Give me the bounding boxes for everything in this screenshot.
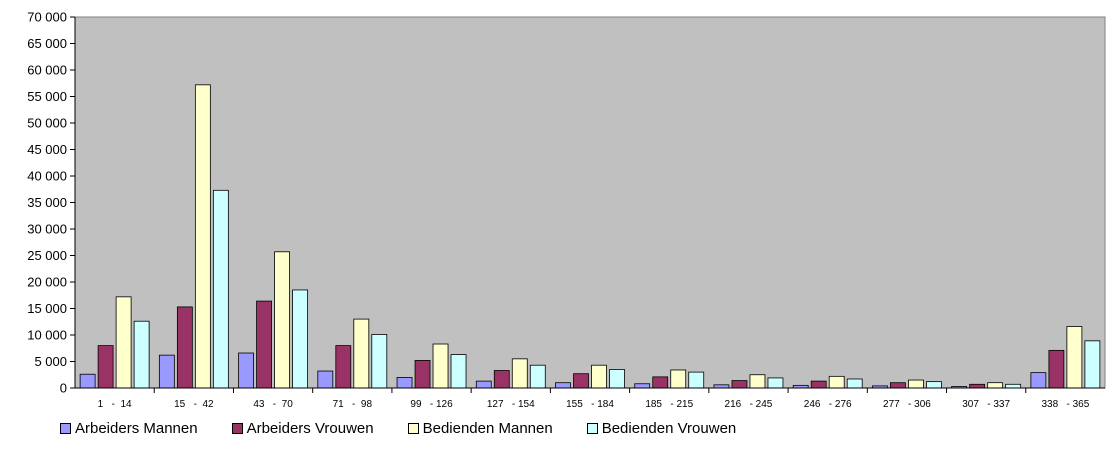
y-axis: 0 5 000 10 000 15 000 20 000 25 000 30 000 35 0… <box>27 10 75 396</box>
legend-label: Arbeiders Mannen <box>75 419 198 437</box>
bar <box>335 345 352 389</box>
chart: 0 5 000 10 000 15 000 20 000 25 000 30 000 35 0… <box>27 10 1106 410</box>
bar <box>926 381 942 389</box>
legend-swatch <box>231 422 243 434</box>
y-tick-label: 0 <box>60 381 67 396</box>
x-tick-label: 43 - 70 <box>253 399 293 410</box>
x-tick-label: 71 - 98 <box>333 399 373 410</box>
bar <box>158 354 175 389</box>
y-tick-label: 10 000 <box>27 328 67 343</box>
bar <box>609 369 625 389</box>
bar <box>371 334 388 389</box>
y-tick-label: 30 000 <box>27 222 67 237</box>
bars <box>79 84 1101 389</box>
bar <box>969 383 986 389</box>
y-tick-label: 70 000 <box>27 10 67 25</box>
bar <box>634 383 651 389</box>
legend-label: Arbeiders Vrouwen <box>246 419 374 437</box>
legend-label: Bedienden Vrouwen <box>601 419 737 437</box>
legend-swatch <box>586 422 598 434</box>
bar <box>908 379 924 389</box>
y-tick-label: 15 000 <box>27 301 67 316</box>
bar <box>292 289 308 389</box>
y-tick-label: 65 000 <box>27 36 67 51</box>
y-tick-label: 45 000 <box>27 142 67 157</box>
x-tick-label: 307 - 337 <box>962 399 1010 410</box>
bar <box>115 296 132 389</box>
bar <box>353 318 370 389</box>
bar <box>987 382 1004 389</box>
bar <box>767 377 784 389</box>
x-tick-label: 15 - 42 <box>174 399 214 410</box>
bar <box>414 360 431 389</box>
bar <box>238 352 254 389</box>
legend-swatch <box>60 422 71 434</box>
legend-item-bedienden-vrouwen: Bedienden Vrouwen <box>586 419 737 437</box>
legend-item-arbeiders-mannen: Arbeiders Mannen <box>60 420 198 437</box>
y-tick-label: 50 000 <box>27 116 67 131</box>
x-tick-label: 155 - 184 <box>566 399 614 410</box>
bar <box>317 370 334 389</box>
bar <box>652 376 669 389</box>
legend: Arbeiders Mannen Arbeiders Vrouwen Bedie… <box>60 417 770 439</box>
x-tick-label: 1 - 14 <box>98 399 132 410</box>
bar <box>97 345 114 389</box>
y-tick-label: 5 000 <box>34 354 67 369</box>
bar <box>1084 340 1101 389</box>
x-tick-label: 277 - 306 <box>883 399 931 410</box>
bar <box>432 343 449 389</box>
x-tick-label: 185 - 215 <box>645 399 693 410</box>
x-tick-label: 246 - 276 <box>804 399 852 410</box>
bar <box>194 84 211 389</box>
bar <box>274 251 290 389</box>
bar <box>573 373 589 389</box>
bar <box>493 370 510 389</box>
bar <box>688 371 705 389</box>
bar <box>450 354 467 389</box>
bar <box>133 320 150 389</box>
bar <box>1030 372 1047 389</box>
bar <box>890 382 906 389</box>
bar <box>176 306 193 389</box>
bar <box>828 375 845 389</box>
y-tick-label: 35 000 <box>27 195 67 210</box>
bar <box>591 364 607 389</box>
y-tick-label: 20 000 <box>27 275 67 290</box>
x-tick-label: 99 - 126 <box>410 399 453 410</box>
bar <box>256 300 272 389</box>
legend-swatch <box>407 422 419 434</box>
y-tick-label: 25 000 <box>27 248 67 263</box>
bar <box>1005 383 1022 389</box>
bar <box>529 364 546 389</box>
bar <box>475 380 492 389</box>
plot-area <box>74 16 1106 389</box>
bar <box>1066 326 1083 389</box>
x-axis: 1 - 14 15 - 42 43 - 70 71 - 98 99 - 126 127 -… <box>98 388 1090 410</box>
bar <box>212 189 229 389</box>
y-tick-label: 60 000 <box>27 63 67 78</box>
legend-label: Bedienden Mannen <box>422 419 553 437</box>
bar <box>555 382 571 389</box>
x-tick-label: 338 - 365 <box>1041 399 1089 410</box>
y-tick-label: 40 000 <box>27 169 67 184</box>
legend-item-arbeiders-vrouwen: Arbeiders Vrouwen <box>231 419 374 437</box>
bar <box>731 380 748 389</box>
x-tick-label: 127 - 154 <box>487 399 535 410</box>
y-tick-label: 55 000 <box>27 89 67 104</box>
bar <box>1048 349 1065 389</box>
bar <box>79 373 96 389</box>
legend-item-bedienden-mannen: Bedienden Mannen <box>407 419 553 437</box>
bar <box>749 374 766 389</box>
bar <box>846 378 863 389</box>
bar <box>511 358 528 389</box>
bar <box>670 369 687 389</box>
bar <box>810 380 827 389</box>
x-tick-label: 216 - 245 <box>725 399 773 410</box>
bar <box>396 376 413 389</box>
